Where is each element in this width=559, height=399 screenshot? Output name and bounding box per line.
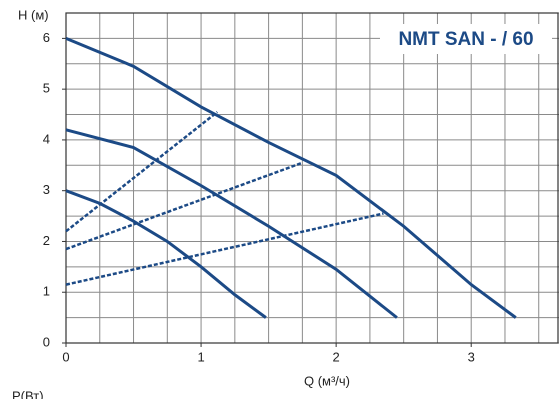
x-tick-label: 3	[468, 349, 475, 364]
title-box	[380, 24, 552, 54]
y-tick-label: 1	[43, 284, 50, 299]
x-tick-label: 1	[197, 349, 204, 364]
y-tick-label: 2	[43, 233, 50, 248]
y-tick-label: 0	[43, 334, 50, 349]
pump-curve	[65, 189, 267, 319]
pump-curve	[65, 36, 517, 319]
x-axis-label: Q (м³/ч)	[304, 373, 350, 388]
dashed-curve	[65, 111, 219, 233]
y-tick-label: 4	[43, 131, 50, 146]
chart-title: NMT SAN - / 60	[398, 29, 533, 50]
y-tick-label: 3	[43, 182, 50, 197]
x-tick-label: 0	[62, 349, 69, 364]
plot-frame	[65, 12, 559, 344]
pump-curve	[65, 128, 398, 319]
y-tick-label: 5	[43, 81, 50, 96]
y-tick-label: 6	[43, 30, 50, 45]
dashed-curve	[65, 212, 384, 286]
x-tick-label: 2	[333, 349, 340, 364]
footer-label: P(Вт)	[12, 388, 44, 399]
y-axis-label: H (м)	[18, 7, 49, 22]
